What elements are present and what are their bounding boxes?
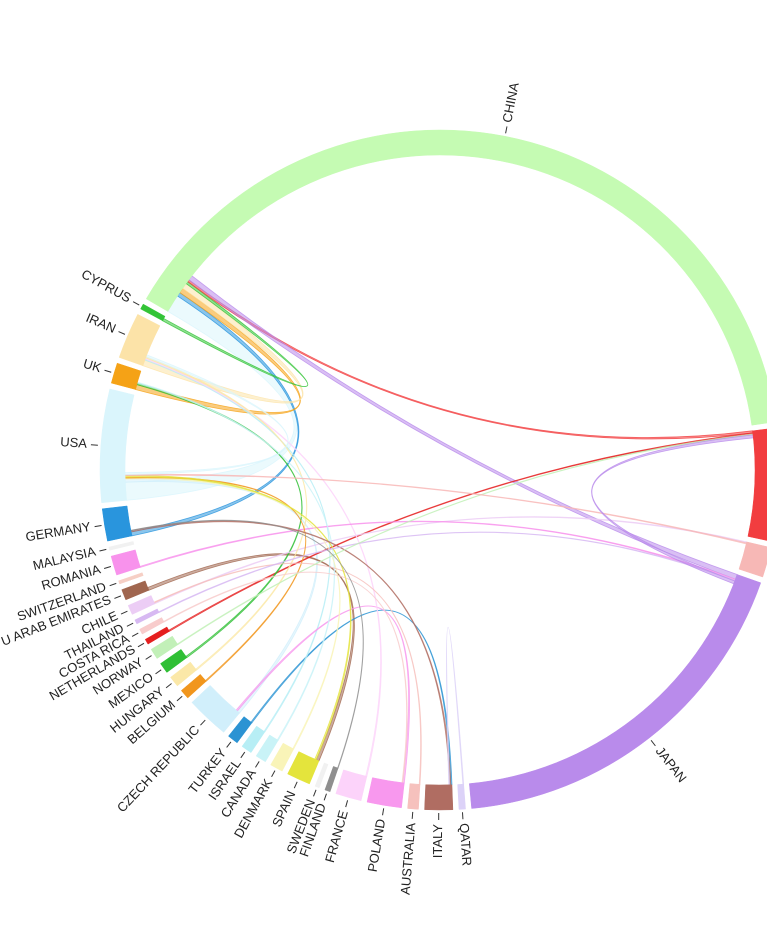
tick-denmark <box>271 770 276 778</box>
arc-south-korea <box>747 428 767 541</box>
tick-sweden <box>313 789 317 797</box>
tick-romania <box>103 566 111 569</box>
arc-poland <box>366 777 405 809</box>
arc-netherlands <box>144 626 170 645</box>
tick-canada <box>255 761 260 768</box>
tick-japan <box>650 740 656 747</box>
arc-france <box>335 769 368 802</box>
arc-iran <box>118 313 161 366</box>
ribbon-czech-republic-usa <box>124 478 318 714</box>
arc-chile <box>127 595 156 615</box>
arc-hungary <box>170 661 197 687</box>
arc-singapore <box>738 541 767 578</box>
label-poland: POLAND <box>365 818 389 873</box>
tick-switzerland <box>109 582 117 587</box>
tick-uk <box>104 369 112 373</box>
tick-cyprus <box>132 301 140 306</box>
tick-czech-republic <box>200 719 206 726</box>
tick-finland <box>323 793 327 801</box>
tick-spain <box>293 781 298 789</box>
arc-japan <box>469 574 762 809</box>
arc-qatar <box>457 783 466 810</box>
label-australia: AUSTRALIA <box>398 822 419 896</box>
arc-turkey <box>228 716 253 744</box>
country-arcs <box>99 129 767 811</box>
label-japan: JAPAN <box>653 744 690 785</box>
label-qatar: QATAR <box>457 823 475 867</box>
tick-israel <box>240 751 246 759</box>
arc-canada <box>255 734 279 763</box>
arc-belgium <box>180 674 207 699</box>
arc-uk <box>110 362 142 390</box>
tick-costa-rica <box>131 632 139 637</box>
ribbon-qatar-italy <box>445 627 465 786</box>
tick-germany <box>94 525 102 528</box>
tick-poland <box>382 808 385 816</box>
tick-france <box>345 800 349 808</box>
tick-hungary <box>165 683 172 689</box>
tick-iran <box>118 331 126 335</box>
arc-sweden <box>314 762 329 789</box>
tick-u-arab-emirates <box>114 595 122 599</box>
arc-usa <box>99 388 135 504</box>
label-usa: USA <box>60 434 88 451</box>
ribbon-chile-singapore <box>153 516 748 605</box>
tick-thailand <box>126 622 134 627</box>
tick-usa <box>90 444 98 446</box>
tick-belgium <box>176 695 183 702</box>
arc-cyprus <box>140 303 166 322</box>
arc-u-arab-emirates <box>121 580 150 601</box>
ribbon-france-iran <box>144 357 382 777</box>
tick-mexico <box>155 669 162 675</box>
tick-australia <box>411 811 414 819</box>
arc-thailand <box>134 608 160 625</box>
arc-malaysia <box>108 541 135 551</box>
arc-romania <box>110 549 141 576</box>
arc-mexico <box>160 649 188 673</box>
arc-germany <box>101 505 133 542</box>
tick-chile <box>120 610 128 615</box>
ribbon-hungary-iran <box>145 356 308 671</box>
arc-spain <box>287 751 320 785</box>
arc-denmark <box>270 742 295 772</box>
arc-costa-rica <box>139 617 165 635</box>
tick-malaysia <box>99 548 107 552</box>
label-france: FRANCE <box>322 808 351 864</box>
tick-netherlands <box>137 642 145 648</box>
arc-australia <box>407 783 421 810</box>
arc-china <box>145 129 767 426</box>
tick-turkey <box>226 741 232 748</box>
arc-norway <box>150 635 179 659</box>
label-china: CHINA <box>499 81 522 124</box>
label-cyprus: CYPRUS <box>79 266 134 305</box>
tick-norway <box>145 655 152 660</box>
arc-czech-republic <box>191 685 240 733</box>
label-iran: IRAN <box>84 310 118 336</box>
arc-italy <box>424 784 454 811</box>
label-germany: GERMANY <box>24 519 92 544</box>
arc-finland <box>324 766 339 793</box>
arc-israel <box>241 725 266 753</box>
arc-switzerland <box>118 572 144 585</box>
label-italy: ITALY <box>430 824 445 859</box>
tick-china <box>505 126 508 134</box>
label-uk: UK <box>82 356 104 376</box>
